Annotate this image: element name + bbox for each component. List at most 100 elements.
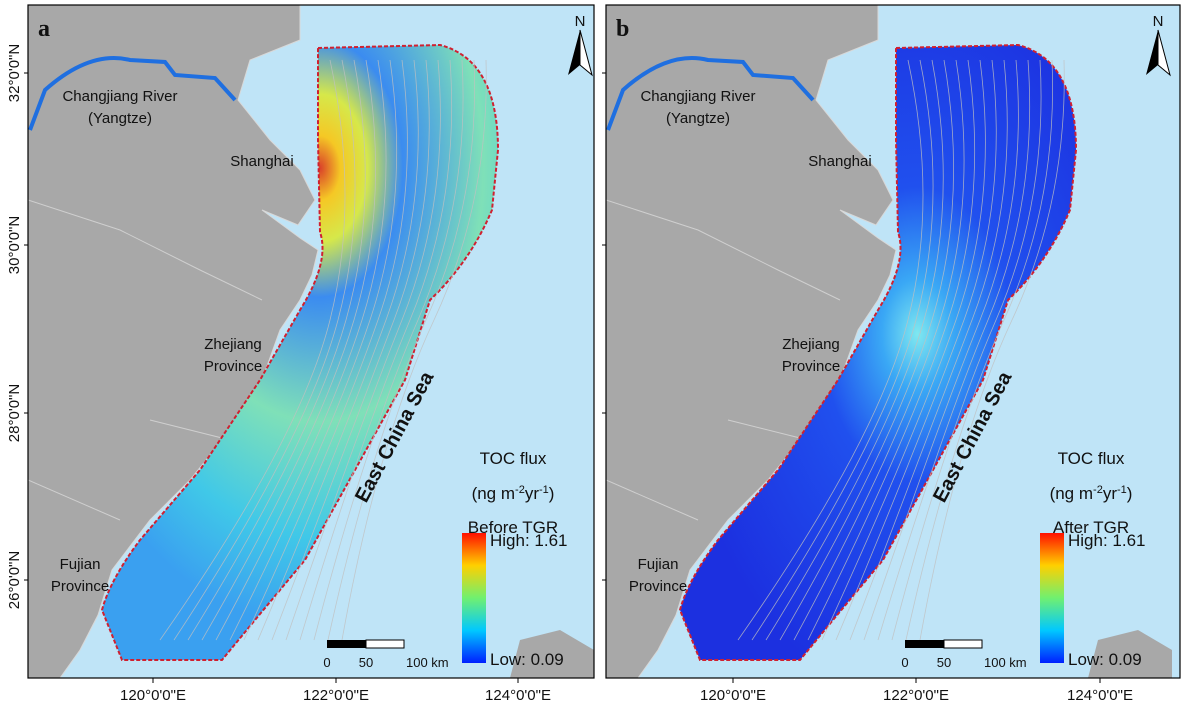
isobath	[341, 59, 487, 641]
isobath	[905, 59, 1053, 641]
panel-frame	[605, 4, 1181, 679]
scale-label: 0	[901, 655, 908, 670]
isobath	[793, 59, 965, 641]
isobath	[807, 59, 976, 641]
legend-unit: (ng m-2yr-1)	[472, 484, 555, 503]
isobath	[835, 59, 997, 641]
north-arrow-half	[579, 29, 593, 77]
land	[28, 5, 319, 678]
isobath	[243, 59, 408, 641]
isobath	[919, 59, 1065, 641]
city-label: Shanghai	[230, 153, 293, 170]
legend-title: TOC flux	[480, 449, 547, 468]
color-ramp	[462, 533, 486, 663]
isobath	[891, 59, 1042, 641]
unit-part: -1	[1117, 484, 1127, 496]
isobath	[215, 59, 387, 641]
x-axis-label: 124°0'0"E	[1067, 687, 1133, 704]
island	[510, 630, 594, 678]
scale-label: 100 km	[984, 655, 1027, 670]
river-label: Changjiang River	[62, 88, 177, 105]
isobath	[313, 59, 464, 641]
legend-title: TOC flux	[1058, 449, 1125, 468]
north-label: N	[575, 13, 586, 30]
x-axis-label: 122°0'0"E	[303, 687, 369, 704]
map-panel: a Changjiang River (Yangtze) Shanghai Zhejia…	[24, 4, 595, 704]
land	[606, 5, 897, 678]
province-label: Fujian	[638, 556, 679, 573]
x-axis-label: 124°0'0"E	[485, 687, 551, 704]
unit-part: yr	[525, 484, 540, 503]
map-panel: b Changjiang River (Yangtze) Shanghai Zhejia…	[602, 4, 1181, 704]
unit-part: )	[549, 484, 555, 503]
isobath	[159, 59, 346, 641]
scale-label: 0	[323, 655, 330, 670]
unit-part: )	[1127, 484, 1133, 503]
scale-bar-white	[365, 639, 405, 649]
isobath	[271, 59, 430, 641]
y-axis-label: 26°0'0"N	[6, 551, 23, 609]
isobath	[285, 59, 441, 641]
isobath	[229, 59, 398, 641]
legend-high: High: 1.61	[1068, 531, 1146, 550]
scale-label: 50	[359, 655, 373, 670]
isobath	[751, 59, 934, 641]
map-body	[28, 5, 594, 678]
isobath	[863, 59, 1019, 641]
scale-bar-black	[905, 640, 944, 648]
isobath	[737, 59, 924, 641]
province-label: Province	[51, 578, 109, 595]
x-axis-label: 122°0'0"E	[883, 687, 949, 704]
north-label: N	[1153, 13, 1164, 30]
panel-letter: a	[38, 16, 50, 42]
isobath	[877, 59, 1031, 641]
river-label: Changjiang River	[640, 88, 755, 105]
scale-label: 50	[937, 655, 951, 670]
island	[1088, 630, 1172, 678]
isobath	[327, 59, 475, 641]
map-body	[606, 5, 1180, 678]
isobath	[187, 59, 366, 641]
province-label: Fujian	[60, 556, 101, 573]
unit-part: (ng m	[1050, 484, 1093, 503]
province-label: Zhejiang	[782, 336, 840, 353]
unit-part: -2	[515, 484, 525, 496]
y-axis-label: 30°0'0"N	[6, 216, 23, 274]
y-axis-label: 32°0'0"N	[6, 44, 23, 102]
isobath	[173, 59, 356, 641]
unit-part: -2	[1093, 484, 1103, 496]
panel-letter: b	[616, 16, 629, 42]
x-axis-label: 120°0'0"E	[120, 687, 186, 704]
isobath	[299, 59, 453, 641]
legend-high: High: 1.61	[490, 531, 568, 550]
scale-bar-white	[943, 639, 983, 649]
province-label: Province	[782, 358, 840, 375]
legend-period: After TGR	[1053, 518, 1129, 537]
color-ramp	[1040, 533, 1064, 663]
province-label: Province	[204, 358, 262, 375]
city-label: Shanghai	[808, 153, 871, 170]
river-label: (Yangtze)	[88, 110, 152, 127]
unit-part: yr	[1103, 484, 1118, 503]
legend-unit: (ng m-2yr-1)	[1050, 484, 1133, 503]
legend-low: Low: 0.09	[1068, 650, 1142, 669]
study-area	[100, 43, 500, 661]
x-axis-label: 120°0'0"E	[700, 687, 766, 704]
isobath	[257, 59, 419, 641]
isobath	[821, 59, 986, 641]
unit-part: -1	[539, 484, 549, 496]
unit-part: (ng m	[472, 484, 515, 503]
isobath	[849, 59, 1008, 641]
panel-frame	[27, 4, 595, 679]
river-label: (Yangtze)	[666, 110, 730, 127]
north-arrow	[1146, 30, 1158, 75]
isobath	[765, 59, 944, 641]
province-label: Zhejiang	[204, 336, 262, 353]
province-label: Province	[629, 578, 687, 595]
y-axis-label: 28°0'0"N	[6, 384, 23, 442]
river	[606, 56, 815, 131]
study-area	[678, 43, 1078, 661]
north-arrow-half	[1157, 29, 1171, 77]
scale-bar-black	[327, 640, 366, 648]
